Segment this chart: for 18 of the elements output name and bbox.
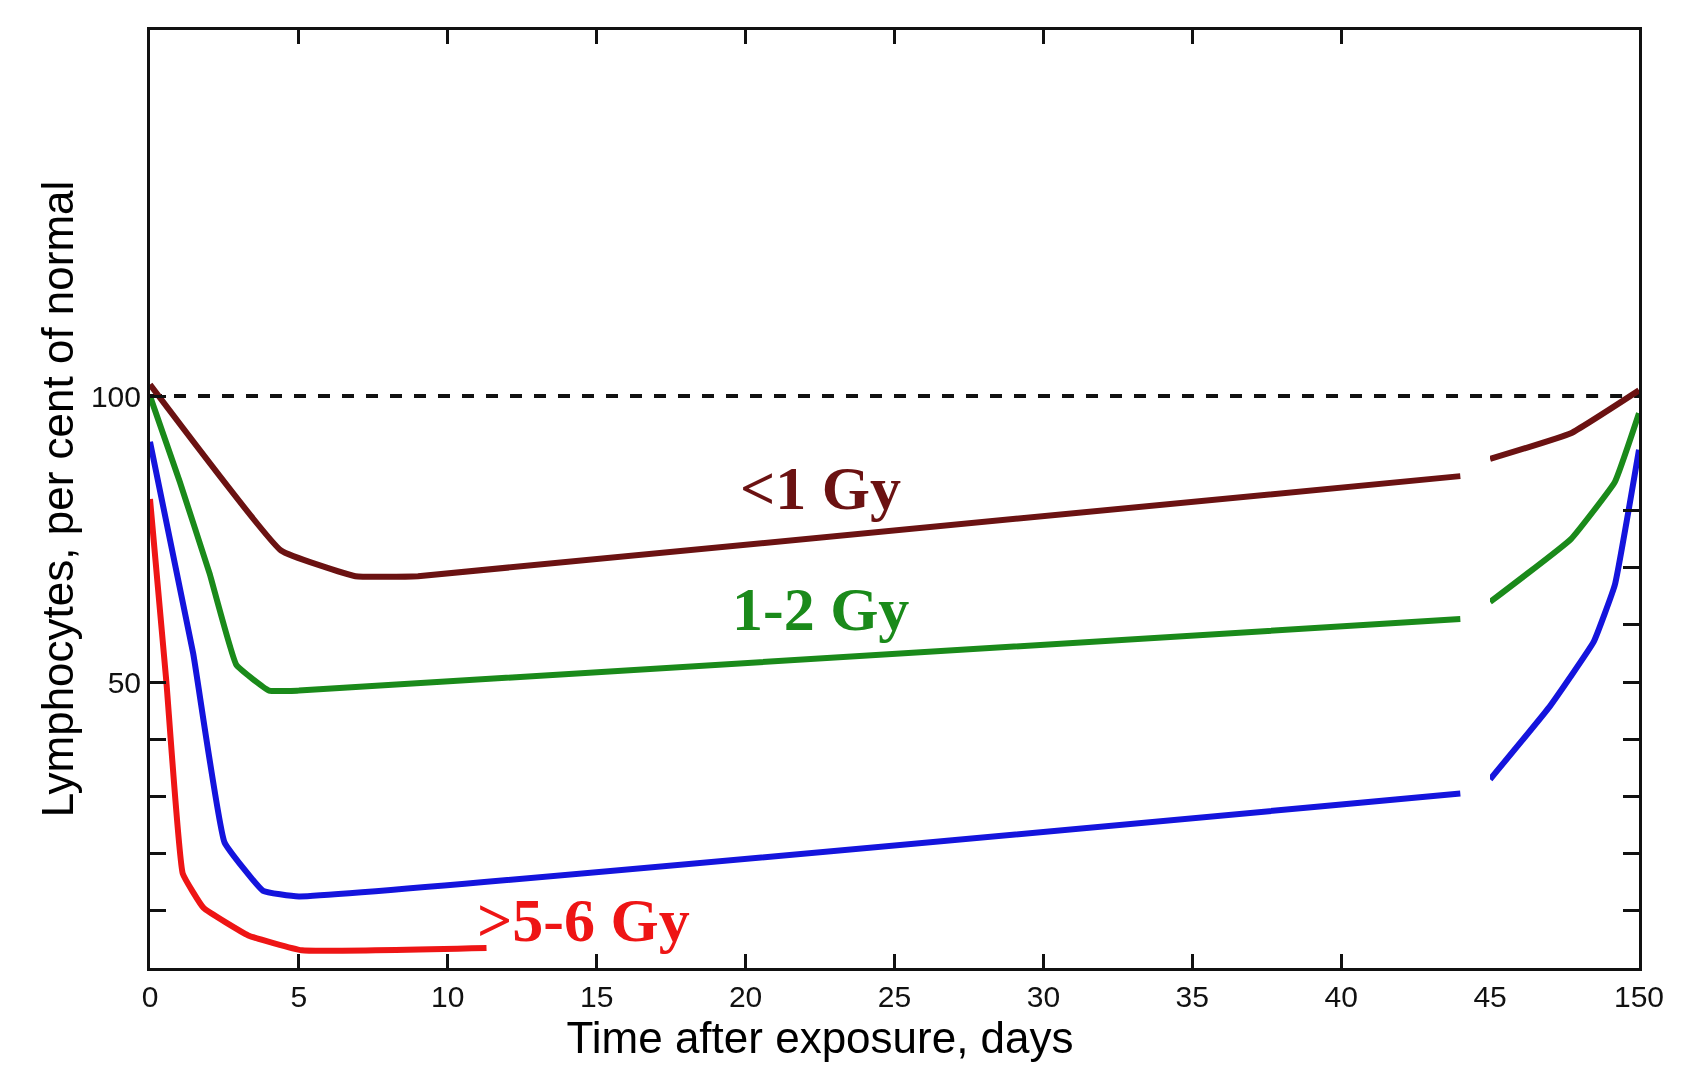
x-tick-label: 10 — [431, 980, 465, 1013]
x-axis-title: Time after exposure, days — [566, 1013, 1074, 1062]
x-tick-label: 150 — [1613, 980, 1665, 1013]
x-tick-label: 20 — [728, 980, 763, 1013]
y-tick-label: 100 — [90, 379, 141, 413]
x-tick-label: 15 — [580, 980, 614, 1013]
series-label: <1 Gy — [740, 454, 902, 522]
x-tick-label: 0 — [141, 980, 159, 1013]
x-tick-label: 35 — [1175, 980, 1209, 1013]
x-tick-label: 5 — [290, 980, 308, 1013]
x-tick-label: 30 — [1026, 980, 1061, 1013]
series-label: 1-2 Gy — [732, 575, 910, 643]
x-tick-label: 45 — [1473, 980, 1507, 1013]
y-tick-label: 50 — [107, 665, 141, 699]
series-label: >5-6 Gy — [477, 886, 690, 954]
x-tick-label: 25 — [877, 980, 912, 1013]
x-tick-label: 40 — [1324, 980, 1358, 1013]
y-axis-title: Lymphocytes, per cent of normal — [33, 180, 83, 818]
